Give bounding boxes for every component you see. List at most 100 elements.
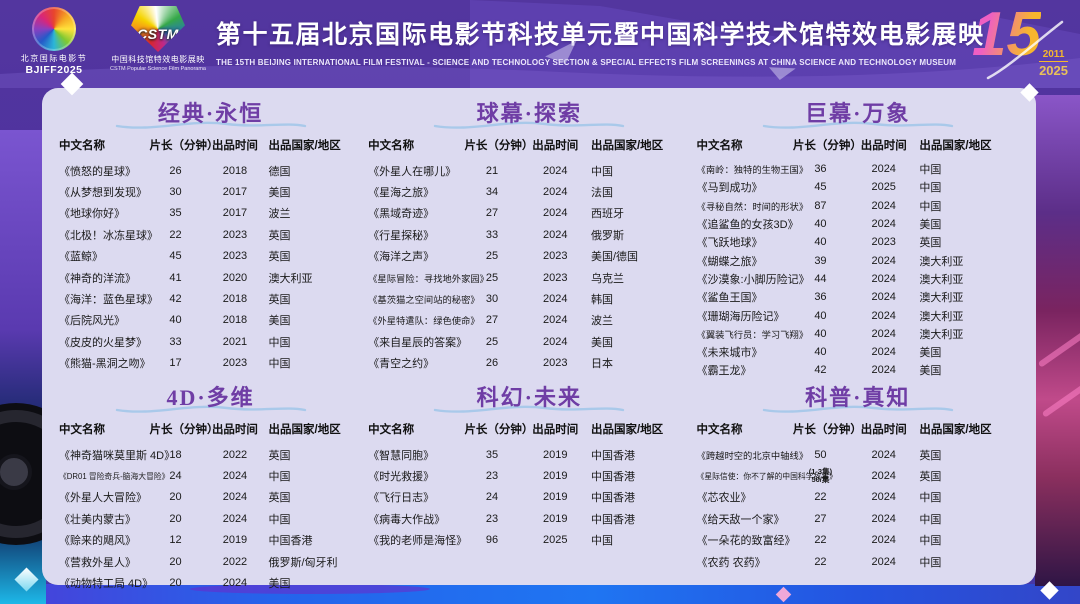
column-header: 出品时间 [211, 424, 258, 436]
film-country: 中国香港 [590, 471, 635, 484]
title-block: 第十五届北京国际电影节科技单元暨中国科学技术馆特效电影展映 THE 15TH B… [216, 15, 983, 67]
film-country: 中国 [268, 471, 291, 484]
film-row: 《青空之约》 26 2023 日本 [367, 353, 691, 374]
film-year: 2024 [871, 291, 896, 304]
column-header: 出品国家/地区 [268, 140, 341, 152]
film-title: 《霸王龙》 [696, 365, 752, 378]
film-duration: 42 [814, 364, 827, 377]
pink-streak-decoration [1041, 378, 1080, 418]
film-country: 西班牙 [590, 208, 624, 221]
film-country: 中国 [919, 164, 942, 177]
film-duration: 33 [169, 335, 182, 348]
film-row: 《营救外星人》 20 2022 俄罗斯/匈牙利 [58, 551, 363, 572]
film-row: 《海洋之声》 25 2023 美国/德国 [367, 246, 691, 267]
film-row: 《从梦想到发现》 30 2017 美国 [58, 181, 363, 202]
film-duration: 24 [169, 470, 182, 483]
film-title: 《一朵花的致富经》 [696, 535, 796, 548]
film-country: 澳大利亚 [919, 310, 964, 323]
film-country: 英国 [268, 294, 291, 307]
film-title: 《星际信使：你不了解的中国科学故事》 [696, 471, 837, 481]
column-header: 中文名称 [368, 424, 415, 436]
film-country: 中国 [919, 200, 942, 213]
film-duration: 35 [169, 207, 182, 220]
film-year: 2019 [543, 448, 568, 461]
film-year: 2019 [222, 534, 248, 547]
film-country: 中国香港 [590, 449, 635, 462]
film-country: 德国 [268, 165, 291, 178]
film-row: 《熊猫-黑洞之吻》 17 2023 中国 [58, 353, 363, 374]
film-section: 经典·永恒 中文名称 片长（分钟） 出品时间 出品国家/地区 《愤怒的星球》 26 201… [56, 98, 365, 382]
film-section: 科普·真知 中文名称 片长（分钟） 出品时间 出品国家/地区 《跨越时空的北京中轴线》… [694, 382, 1022, 594]
film-row: 《外星特遣队：绿色使命》 27 2024 波兰 [367, 310, 691, 331]
column-header: 出品时间 [860, 424, 907, 436]
column-header: 出品国家/地区 [919, 424, 992, 436]
film-title: 《青空之约》 [368, 358, 435, 371]
bjiff-sphere-icon [32, 7, 76, 51]
film-row: 《病毒大作战》 23 2019 中国香港 [367, 508, 691, 529]
column-header: 出品时间 [860, 140, 907, 152]
film-year: 2024 [871, 512, 896, 525]
right-edge-art [1035, 95, 1080, 586]
film-country: 美国 [590, 336, 613, 349]
film-row: 《飞跃地球》 40 2023 英国 [696, 233, 1020, 251]
cstm-fan-icon: CSTM [131, 6, 185, 52]
film-title: 《外星人大冒险》 [59, 492, 147, 505]
title-swash-decoration [762, 121, 953, 129]
film-duration: 40 [814, 309, 827, 322]
film-year: 2018 [222, 164, 248, 177]
film-duration: 40 [814, 346, 827, 359]
film-year: 2024 [871, 448, 896, 461]
film-country: 澳大利亚 [919, 292, 964, 305]
film-row: 《外星人在哪儿》 21 2024 中国 [367, 160, 691, 181]
section-title-text: 科普·真知 [805, 385, 911, 410]
film-country: 中国香港 [268, 535, 313, 548]
film-year: 2024 [871, 346, 896, 359]
film-year: 2024 [222, 577, 248, 590]
table-header: 中文名称 片长（分钟） 出品时间 出品国家/地区 [696, 133, 1020, 157]
film-year: 2021 [222, 335, 248, 348]
film-country: 美国 [268, 315, 291, 328]
film-row: 《赊来的飓风》 12 2019 中国香港 [58, 530, 363, 551]
section-title-text: 科幻·未来 [476, 385, 582, 410]
film-year: 2018 [222, 314, 248, 327]
film-row: 《星际冒险：寻找地外家园》 25 2023 乌克兰 [367, 267, 691, 288]
table-header: 中文名称 片长（分钟） 出品时间 出品国家/地区 [367, 133, 691, 157]
film-duration: 36 [814, 163, 827, 176]
bjiff-logo-cn: 北京国际电影节 [20, 54, 88, 63]
film-row: 《蓝鲸》 45 2023 英国 [58, 246, 363, 267]
film-duration: 25 [485, 271, 499, 284]
film-section: 球幕·探索 中文名称 片长（分钟） 出品时间 出品国家/地区 《外星人在哪儿》 21 20… [365, 98, 693, 382]
film-title: 《来自星辰的答案》 [368, 336, 468, 349]
film-country: 韩国 [590, 294, 613, 307]
film-duration: 22 [814, 491, 827, 504]
film-duration: 23 [485, 470, 499, 483]
film-row: 《地球你好》 35 2017 波兰 [58, 203, 363, 224]
film-row: 《珊瑚海历险记》 40 2024 澳大利亚 [696, 306, 1020, 324]
film-year: 2020 [222, 271, 248, 284]
film-title: 《星海之旅》 [368, 187, 435, 200]
film-country: 英国 [268, 251, 291, 264]
film-country: 中国 [590, 165, 613, 178]
film-duration: 20 [169, 555, 182, 568]
film-country: 美国 [919, 347, 942, 360]
film-year: 2024 [871, 254, 896, 267]
film-duration: 42 [169, 293, 182, 306]
film-duration: 87 [814, 199, 827, 212]
film-row: 《DR01 冒险奇兵-脑海大冒险》 24 2024 中国 [58, 465, 363, 486]
column-header: 片长（分钟） [464, 140, 534, 152]
film-year: 2024 [871, 470, 896, 483]
film-country: 澳大利亚 [919, 328, 964, 341]
film-country: 美国 [919, 365, 942, 378]
film-year: 2024 [222, 470, 248, 483]
film-section: 4D·多维 中文名称 片长（分钟） 出品时间 出品国家/地区 《神奇猫咪莫里斯 4D》… [56, 382, 365, 594]
table-rows: 《智慧同胞》 35 2019 中国香港 《时光救援》 23 2019 中国香港 《飞行日志》 24… [367, 444, 691, 551]
film-year: 2024 [871, 272, 896, 285]
film-title: 《北极！冰冻星球》 [59, 229, 158, 242]
film-year: 2024 [222, 512, 248, 525]
table-header: 中文名称 片长（分钟） 出品时间 出品国家/地区 [696, 417, 1020, 441]
left-edge-art [0, 130, 80, 604]
film-row: 《农药 农药》 22 2024 中国 [696, 551, 1020, 572]
film-year: 2023 [222, 250, 248, 263]
film-country: 中国香港 [590, 492, 635, 505]
film-row: 《时光救援》 23 2019 中国香港 [367, 465, 691, 486]
